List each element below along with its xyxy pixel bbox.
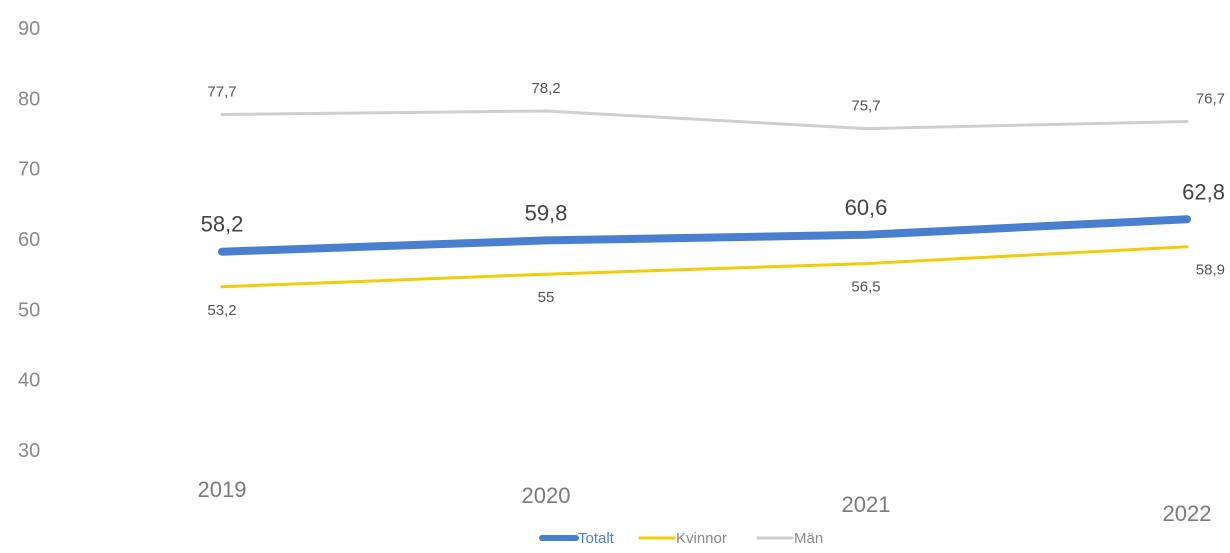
- series-line-kvinnor: [220, 245, 1189, 289]
- data-label: 60,6: [845, 195, 888, 220]
- legend-label: Totalt: [578, 530, 615, 547]
- y-tick-label: 60: [18, 229, 40, 251]
- data-label: 56,5: [851, 279, 880, 296]
- y-tick-label: 70: [18, 159, 40, 181]
- legend-label: Kvinnor: [676, 530, 727, 547]
- series-line-män: [220, 109, 1189, 131]
- y-tick-label: 40: [18, 370, 40, 392]
- data-label: 75,7: [851, 98, 880, 115]
- x-tick-label: 2021: [842, 492, 891, 517]
- series-lines: [218, 109, 1191, 289]
- data-label: 53,2: [207, 302, 236, 319]
- x-tick-label: 2020: [522, 483, 571, 508]
- x-tick-label: 2019: [198, 477, 247, 502]
- data-label: 59,8: [525, 200, 568, 225]
- legend: Totalt Kvinnor Män: [539, 530, 823, 547]
- series-line-totalt: [218, 215, 1191, 256]
- data-label: 76,7: [1196, 91, 1225, 108]
- x-axis: 2019 2020 2021 2022: [198, 477, 1212, 526]
- y-tick-label: 30: [18, 440, 40, 462]
- y-tick-label: 80: [18, 88, 40, 110]
- y-tick-label: 50: [18, 299, 40, 321]
- data-label: 55: [538, 289, 555, 306]
- data-label: 77,7: [207, 84, 236, 101]
- data-label: 58,2: [201, 212, 244, 237]
- data-label: 62,8: [1182, 179, 1225, 204]
- x-tick-label: 2022: [1163, 501, 1212, 526]
- data-labels: 58,2 59,8 60,6 62,8 53,2 55 56,5 58,9 77,7 78,2 75…: [201, 80, 1225, 319]
- data-label: 78,2: [531, 80, 560, 97]
- y-axis: 90 80 70 60 50 40 30: [18, 18, 40, 462]
- legend-label: Män: [794, 530, 823, 547]
- data-label: 58,9: [1196, 262, 1225, 279]
- y-tick-label: 90: [18, 18, 40, 40]
